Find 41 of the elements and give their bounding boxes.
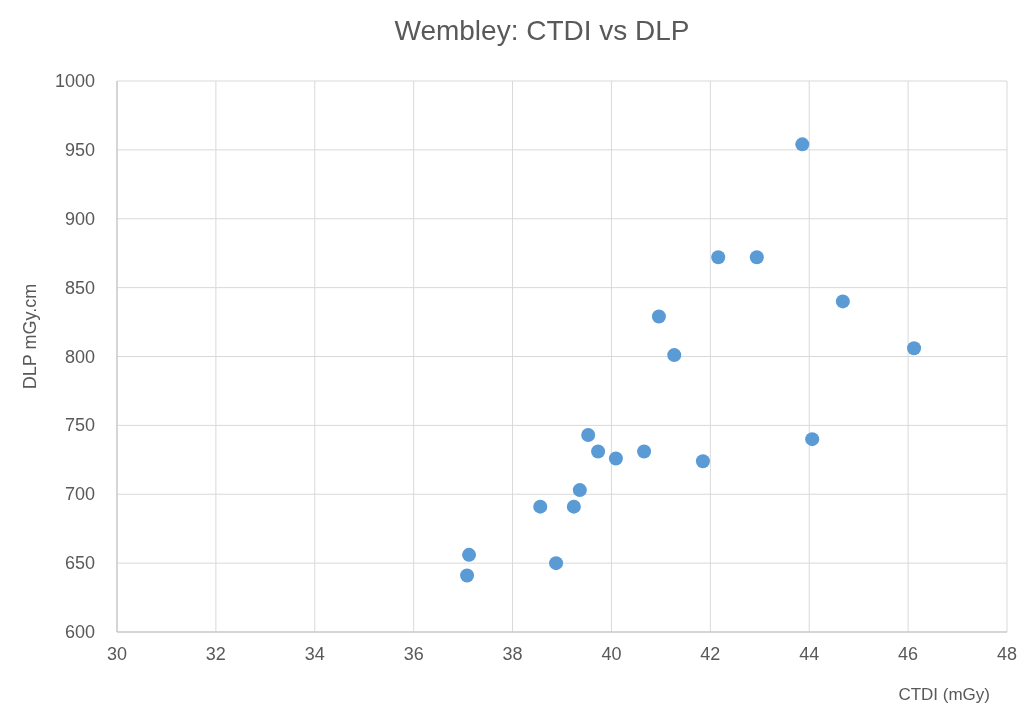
point [591,444,606,459]
point [907,341,922,356]
x-tick-label: 40 [601,644,622,664]
point [711,250,726,265]
x-tick-label: 44 [799,644,820,664]
y-tick-label: 1000 [54,71,95,91]
point [581,428,596,443]
y-tick-label: 800 [64,346,95,367]
x-tick-label: 36 [403,644,424,664]
x-tick-label: 32 [205,644,226,664]
point [460,568,475,583]
y-tick-label: 900 [64,208,95,229]
point [749,250,764,265]
chart-title: Wembley: CTDI vs DLP [394,15,690,46]
x-tick-label: 46 [898,644,919,664]
x-tick-label: 48 [996,644,1018,664]
point [462,547,477,562]
point [805,432,820,447]
point [549,556,564,571]
point [835,294,850,309]
y-tick-label: 750 [64,415,95,436]
x-tick-label: 34 [304,644,325,664]
point [566,499,581,514]
point [637,444,652,459]
y-tick-label: 950 [64,139,95,160]
point [651,309,666,324]
point [533,499,548,514]
point [572,483,587,498]
y-tick-label: 700 [64,484,95,505]
point [695,454,710,469]
point [667,348,682,363]
y-axis-title: DLP mGy.cm [20,283,40,390]
y-tick-label: 600 [64,622,95,642]
point [608,451,623,466]
x-tick-label: 30 [106,644,128,664]
y-tick-label: 650 [64,553,95,574]
point [795,137,810,152]
x-tick-label: 42 [700,644,721,664]
x-axis-title: CTDI (mGy) [898,685,990,704]
y-tick-label: 850 [64,277,95,298]
x-tick-label: 38 [502,644,523,664]
